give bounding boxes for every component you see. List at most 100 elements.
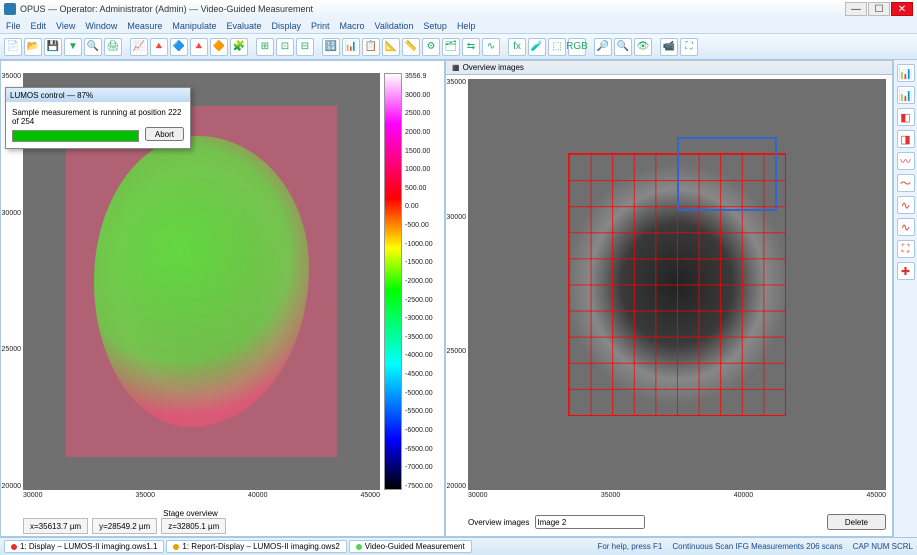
main-toolbar: 📄📂💾▼🔍🖨📈🔺🔷🔺🔶🧩⊞⊡⊟🔢📊📋📐📏⚙🗂⇆∿fx🧪⬚RGB🔎🔍👁📹⛶ [0,34,917,60]
toolbar-button[interactable]: ⊟ [296,38,314,56]
left-axis-x: 30000350004000045000 [23,492,380,506]
toolbar-button[interactable]: 📈 [130,38,148,56]
stage-coords: x=35613.7 µmy=28549.2 µmz=32805.1 µm [23,518,380,534]
toolbar-button[interactable]: 🗂 [442,38,460,56]
toolbar-button[interactable]: 🧩 [230,38,248,56]
tab-status-icon [11,544,17,550]
toolbar-button[interactable]: ⬚ [548,38,566,56]
toolbar-button[interactable]: 🖨 [104,38,122,56]
overview-x-label: Overview images [468,518,529,527]
toolbar-button[interactable]: 🔺 [150,38,168,56]
toolbar-button[interactable]: 💾 [44,38,62,56]
document-tab[interactable]: 1: Display – LUMOS-II imaging.ows1.1 [4,540,164,553]
delete-button[interactable]: Delete [827,514,886,530]
minimize-button[interactable]: — [845,2,867,16]
side-tool[interactable]: ∿ [897,218,915,236]
side-tool[interactable]: ⛶ [897,240,915,258]
right-axis-y: 35000300002500020000 [450,79,466,490]
toolbar-button[interactable]: ⛶ [680,38,698,56]
toolbar-button[interactable]: 📊 [342,38,360,56]
side-tool[interactable]: 〰 [897,152,915,170]
overview-header-icon: ▦ [452,63,460,72]
dialog-title[interactable]: LUMOS control — 87% [6,88,190,102]
side-toolbar: 📊 📊 ◧ ◨ 〰〜 ∿ ∿ ⛶ ✚ [893,60,917,537]
stage-coord[interactable]: y=28549.2 µm [92,518,157,534]
stage-overview-panel: 35000300002500020000 3556.93000.002500.0… [0,60,445,537]
toolbar-button[interactable]: 🔍 [614,38,632,56]
side-tool[interactable]: 📊 [897,86,915,104]
status-locks: CAP NUM SCRL [853,542,913,551]
side-tool[interactable]: ✚ [897,262,915,280]
status-scan: Continuous Scan IFG Measurements 206 sca… [672,542,842,551]
menu-measure[interactable]: Measure [127,21,162,31]
menu-help[interactable]: Help [457,21,476,31]
toolbar-button[interactable]: 👁 [634,38,652,56]
tab-status-icon [173,544,179,550]
overview-controls: Overview images Delete [468,510,886,534]
toolbar-button[interactable]: 📏 [402,38,420,56]
menu-display[interactable]: Display [271,21,301,31]
menu-evaluate[interactable]: Evaluate [226,21,261,31]
toolbar-button[interactable]: 🔷 [170,38,188,56]
color-gradient [384,73,402,490]
toolbar-button[interactable]: 📂 [24,38,42,56]
work-area: 35000300002500020000 3556.93000.002500.0… [0,60,917,537]
right-axis-x: 30000350004000045000 [468,492,886,506]
toolbar-button[interactable]: fx [508,38,526,56]
stage-coord[interactable]: x=35613.7 µm [23,518,88,534]
toolbar-button[interactable]: 🔶 [210,38,228,56]
window-title: Operator: Administrator (Admin) — Video-… [60,4,313,14]
toolbar-button[interactable]: ⊡ [276,38,294,56]
menu-setup[interactable]: Setup [423,21,447,31]
menu-edit[interactable]: Edit [31,21,47,31]
menu-manipulate[interactable]: Manipulate [172,21,216,31]
menu-file[interactable]: File [6,21,21,31]
toolbar-button[interactable]: 📋 [362,38,380,56]
left-axis-x-label: Stage overview [1,509,380,518]
color-scale: 3556.93000.002500.002000.001500.001000.0… [384,73,440,490]
menu-view[interactable]: View [56,21,75,31]
side-tool[interactable]: ◨ [897,130,915,148]
toolbar-button[interactable]: 📐 [382,38,400,56]
overview-chart[interactable] [468,79,886,490]
measurement-progress-dialog[interactable]: LUMOS control — 87% Sample measurement i… [5,87,191,149]
image-select[interactable] [535,515,645,529]
app-icon [4,3,16,15]
side-tool[interactable]: 📊 [897,64,915,82]
document-tab[interactable]: Video-Guided Measurement [349,540,472,553]
tab-status-icon [356,544,362,550]
status-help: For help, press F1 [597,542,662,551]
toolbar-button[interactable]: 🧪 [528,38,546,56]
document-tabs: 1: Display – LUMOS-II imaging.ows1.11: R… [4,540,472,553]
side-tool[interactable]: ◧ [897,108,915,126]
toolbar-button[interactable]: ⇆ [462,38,480,56]
toolbar-button[interactable]: RGB [568,38,586,56]
toolbar-button[interactable]: ⊞ [256,38,274,56]
maximize-button[interactable]: ☐ [868,2,890,16]
toolbar-button[interactable]: 🔍 [84,38,102,56]
progress-bar [12,130,139,142]
menu-print[interactable]: Print [311,21,330,31]
toolbar-button[interactable]: ▼ [64,38,82,56]
toolbar-button[interactable]: ⚙ [422,38,440,56]
menu-macro[interactable]: Macro [340,21,365,31]
stage-coord[interactable]: z=32805.1 µm [161,518,226,534]
color-scale-labels: 3556.93000.002500.002000.001500.001000.0… [402,73,440,490]
toolbar-button[interactable]: 🔎 [594,38,612,56]
side-tool[interactable]: 〜 [897,174,915,192]
overview-header: ▦ Overview images [446,61,892,75]
overview-panel: ▦ Overview images 35000300002500020000 3… [445,60,893,537]
selection-box[interactable] [677,137,777,211]
toolbar-button[interactable]: ∿ [482,38,500,56]
menu-validation[interactable]: Validation [375,21,414,31]
title-bar: OPUS — Operator: Administrator (Admin) —… [0,0,917,18]
abort-button[interactable]: Abort [145,127,184,141]
side-tool[interactable]: ∿ [897,196,915,214]
toolbar-button[interactable]: 🔢 [322,38,340,56]
toolbar-button[interactable]: 📄 [4,38,22,56]
toolbar-button[interactable]: 📹 [660,38,678,56]
toolbar-button[interactable]: 🔺 [190,38,208,56]
document-tab[interactable]: 1: Report-Display – LUMOS-II imaging.ows… [166,540,346,553]
close-button[interactable]: ✕ [891,2,913,16]
menu-window[interactable]: Window [85,21,117,31]
